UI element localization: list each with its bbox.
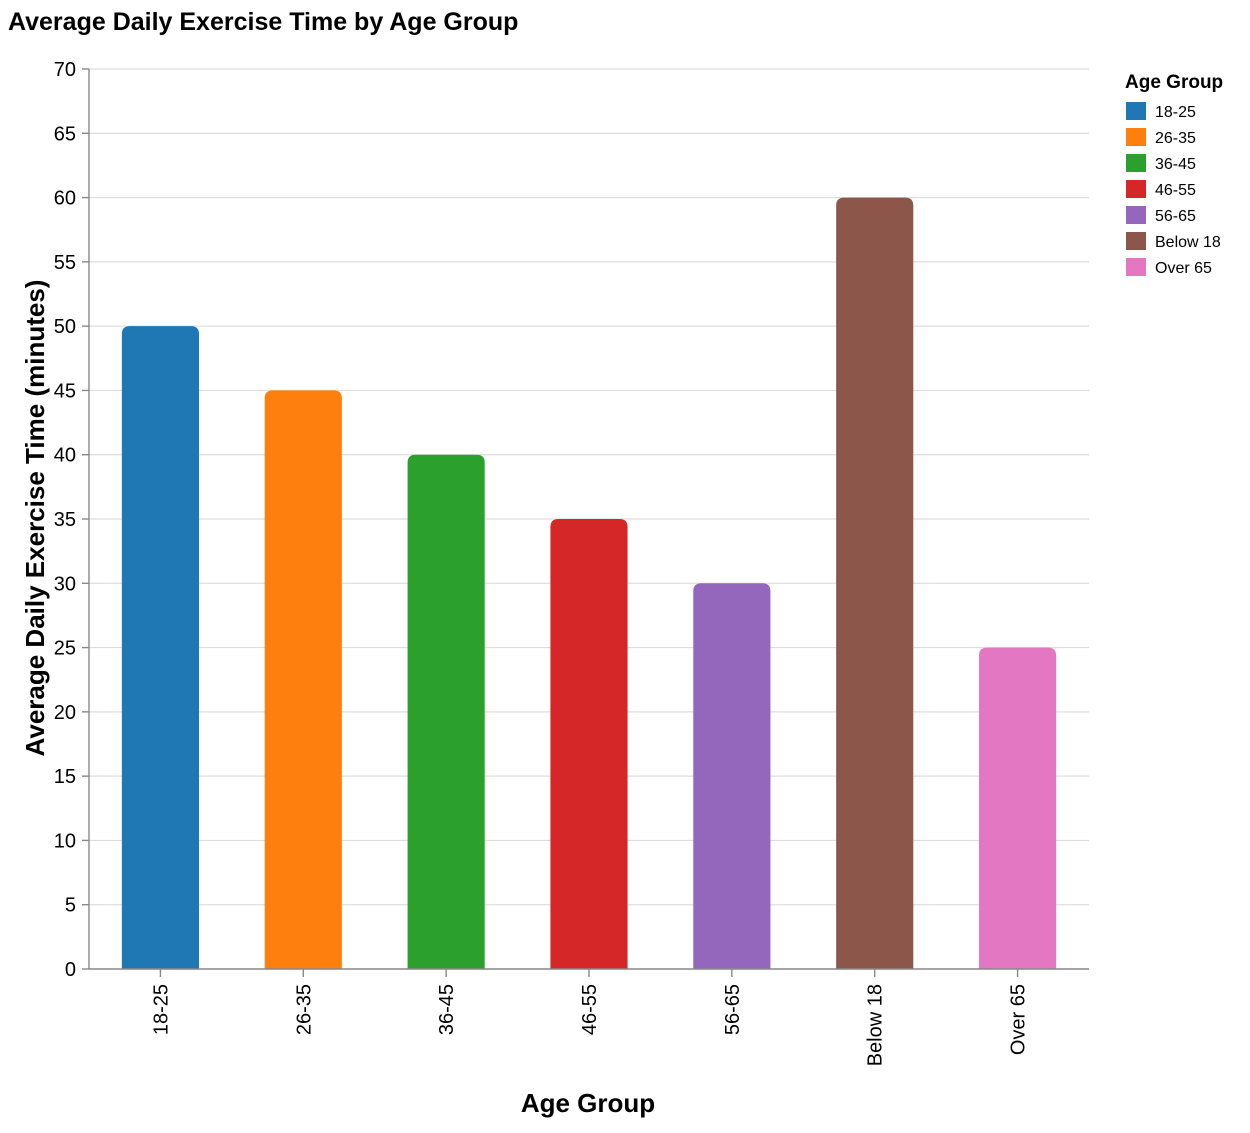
bar-18-25 [121,326,199,970]
x-axis-title: Age Group [521,1088,655,1118]
bars [121,197,1057,970]
y-tick-label: 20 [54,702,76,724]
y-tick-label: 30 [54,573,76,595]
x-tick-label: 56-65 [722,984,744,1035]
legend-label: 46-55 [1155,182,1196,199]
y-axis-ticks: 0 5 10 15 20 25 30 35 40 45 50 55 60 65 70 [54,59,89,981]
y-tick-label: 40 [54,445,76,467]
x-tick-label: 46-55 [579,984,601,1035]
x-tick-label: 18-25 [150,984,172,1035]
y-tick-label: 15 [54,766,76,788]
legend-label: 56-65 [1155,208,1196,225]
legend-swatch-26-35 [1126,128,1146,146]
y-tick-label: 65 [54,123,76,145]
x-axis-ticks: 18-25 26-35 36-45 46-55 56-65 Below 18 Over 65 [150,969,1030,1066]
legend-label: 26-35 [1155,130,1196,147]
legend-swatch-18-25 [1126,102,1146,120]
legend-label: Over 65 [1155,260,1212,277]
y-tick-label: 0 [65,959,76,981]
x-tick-label: Below 18 [865,984,887,1066]
bar-over-65 [979,647,1057,969]
x-tick-label: 26-35 [293,984,315,1035]
legend-label: 18-25 [1155,104,1196,121]
bar-56-65 [693,583,771,969]
legend-swatch-46-55 [1126,180,1146,198]
bar-36-45 [407,454,485,969]
x-tick-label: 36-45 [436,984,458,1035]
chart-title: Average Daily Exercise Time by Age Group [8,8,518,36]
legend-items: 18-25 26-35 36-45 46-55 56-65 Below 18 Over 65 [1126,102,1221,277]
bar-26-35 [264,390,342,969]
legend: Age Group 18-25 26-35 36-45 46-55 56-65 Below… [1125,72,1223,277]
bar-below-18 [836,197,914,970]
y-tick-label: 5 [65,895,76,917]
legend-swatch-36-45 [1126,154,1146,172]
legend-swatch-below-18 [1126,232,1146,250]
y-tick-label: 55 [54,252,76,274]
y-tick-label: 60 [54,188,76,210]
legend-swatch-over-65 [1126,258,1146,276]
y-tick-label: 50 [54,316,76,338]
y-tick-label: 10 [54,830,76,852]
legend-label: Below 18 [1155,234,1221,251]
legend-label: 36-45 [1155,156,1196,173]
legend-title: Age Group [1125,72,1223,93]
y-axis-title: Average Daily Exercise Time (minutes) [20,280,50,757]
y-tick-label: 25 [54,638,76,660]
legend-swatch-56-65 [1126,206,1146,224]
x-tick-label: Over 65 [1008,984,1030,1055]
bar-46-55 [550,519,628,969]
y-tick-label: 45 [54,380,76,402]
y-tick-label: 70 [54,59,76,81]
y-tick-label: 35 [54,509,76,531]
